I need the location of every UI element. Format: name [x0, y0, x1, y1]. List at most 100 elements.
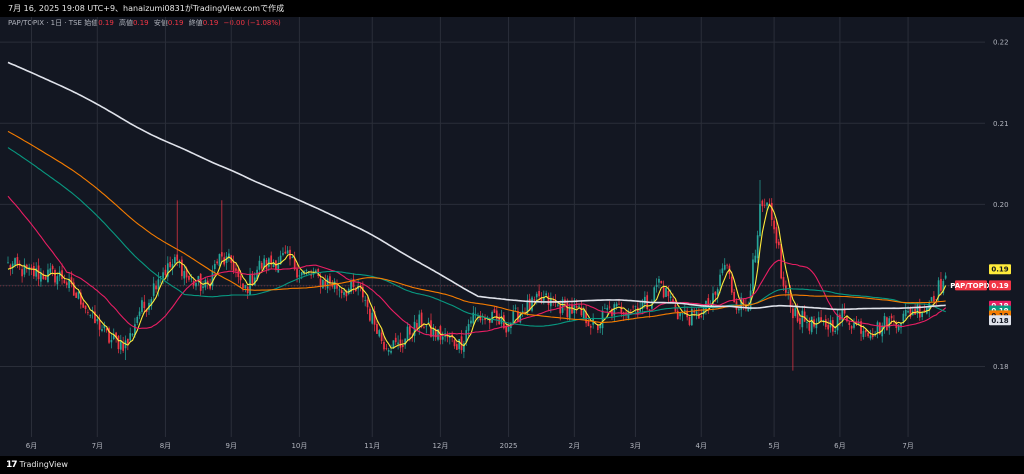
candle-body	[747, 307, 750, 312]
candle-body	[432, 328, 435, 337]
candle-body	[383, 342, 385, 350]
candle-body	[853, 321, 855, 328]
candle-body	[446, 336, 449, 338]
candle-body	[166, 263, 169, 277]
candle-body	[305, 270, 308, 271]
candle-body	[409, 326, 411, 335]
candle-body	[862, 330, 865, 337]
candle-body	[338, 289, 341, 291]
ohlc-legend[interactable]: PAP/TOPIX · 1日 · TSE 始値0.19 高値0.19 安値0.1…	[8, 18, 281, 28]
low-label: 安値	[153, 19, 168, 27]
candle-body	[719, 274, 721, 287]
candle-body	[897, 324, 900, 331]
candle-body	[310, 273, 312, 276]
candle-body	[827, 324, 829, 330]
candle-body	[817, 317, 820, 322]
candle-body	[766, 202, 768, 206]
price-tick-label: 0.20	[993, 201, 1009, 209]
candle-body	[923, 310, 926, 312]
candle-body	[883, 316, 886, 328]
candle-body	[681, 313, 684, 315]
symbol-price-tag-label: PAP/TOPIX	[950, 282, 992, 290]
time-tick-label: 6月	[26, 442, 37, 450]
candle-body	[733, 291, 735, 303]
candle-body	[545, 293, 547, 296]
candle-body	[665, 288, 667, 297]
candle-body	[30, 267, 33, 269]
candle-body	[336, 284, 338, 289]
candle-body	[33, 265, 35, 277]
candle-body	[300, 272, 303, 276]
candle-body	[754, 255, 757, 263]
candle-body	[653, 287, 656, 303]
candle-body	[228, 253, 230, 259]
candle-body	[904, 310, 907, 317]
candle-body	[322, 279, 324, 289]
candle-body	[488, 320, 491, 323]
candle-body	[676, 310, 679, 320]
candle-body	[324, 281, 327, 287]
time-tick-label: 2025	[500, 442, 518, 450]
candle-body	[63, 280, 66, 284]
grid-lines	[0, 17, 985, 437]
candle-body	[531, 297, 533, 311]
candle-body	[615, 303, 618, 307]
candle-body	[25, 264, 28, 269]
candle-body	[416, 323, 418, 329]
candle-body	[629, 309, 632, 311]
candle-body	[242, 283, 244, 289]
candle-body	[651, 304, 653, 309]
candle-body	[279, 255, 282, 265]
symbol-label[interactable]: PAP/TOPIX · 1日 · TSE	[8, 19, 82, 27]
candle-body	[211, 270, 214, 287]
candle-body	[514, 307, 517, 309]
candle-body	[644, 296, 646, 304]
candle-body	[56, 276, 59, 285]
candle-body	[761, 200, 764, 207]
time-axis[interactable]: 6月 7月 8月 9月 10月 11月 12月 2025 2月 3月 4月 5月 6月 7月	[26, 442, 914, 450]
candle-body	[82, 302, 85, 308]
candle-body	[188, 275, 190, 280]
candle-body	[634, 305, 637, 307]
candle-body	[860, 321, 862, 334]
candle-body	[11, 263, 14, 268]
price-chart[interactable]: 0.22 0.21 0.20 0.18 6月 7月 8月 9月 10月 11月 12月 2025 2月…	[0, 17, 1024, 456]
candle-body	[371, 312, 374, 324]
candle-body	[463, 343, 465, 352]
candle-body	[387, 349, 390, 352]
candle-body	[225, 256, 228, 263]
candle-body	[470, 320, 472, 324]
candle-body	[239, 275, 242, 281]
time-tick-label: 9月	[226, 442, 237, 450]
candle-body	[907, 311, 909, 313]
candle-body	[756, 235, 759, 259]
candles[interactable]	[7, 180, 947, 371]
candle-body	[604, 308, 606, 309]
candle-body	[810, 316, 813, 333]
candle-body	[601, 310, 604, 329]
candle-body	[312, 273, 315, 275]
candle-body	[75, 292, 77, 298]
candle-body	[277, 263, 280, 273]
candle-body	[557, 304, 559, 306]
candle-body	[190, 278, 193, 280]
candle-body	[481, 319, 484, 321]
candle-body	[131, 334, 134, 336]
candle-body	[571, 304, 573, 314]
candle-body	[749, 290, 752, 310]
candle-body	[112, 334, 115, 340]
candle-body	[707, 298, 710, 308]
moving-average-line	[7, 203, 947, 349]
candle-body	[253, 277, 256, 286]
candle-body	[218, 254, 221, 267]
candle-body	[185, 268, 188, 278]
candle-body	[21, 269, 23, 277]
candle-body	[251, 273, 254, 285]
candle-body	[857, 323, 860, 324]
candle-body	[16, 257, 19, 265]
price-axis[interactable]: 0.22 0.21 0.20 0.18	[993, 39, 1009, 371]
candle-body	[350, 281, 352, 292]
candle-body	[636, 307, 639, 314]
candle-body	[902, 313, 905, 322]
